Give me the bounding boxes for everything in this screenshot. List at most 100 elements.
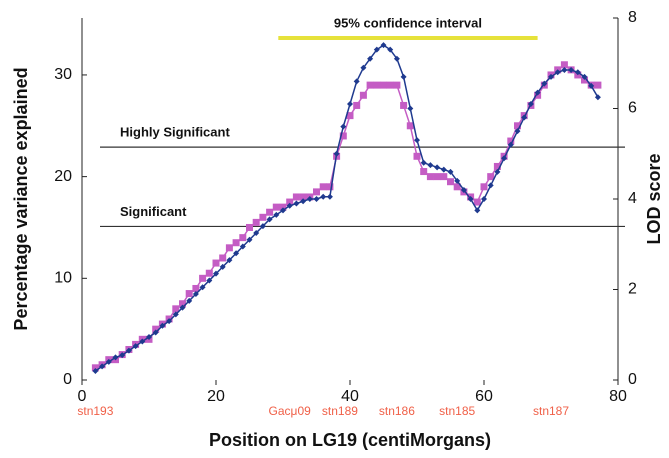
diamond-marker xyxy=(494,168,501,175)
square-marker xyxy=(319,183,327,191)
diamond-marker xyxy=(300,198,307,205)
square-marker xyxy=(299,193,307,201)
diamond-marker xyxy=(414,137,420,144)
diamond-marker xyxy=(527,100,534,107)
square-marker xyxy=(346,112,354,120)
diamond-marker xyxy=(460,186,467,193)
diamond-marker xyxy=(139,338,146,345)
diamond-marker xyxy=(280,207,286,214)
square-marker xyxy=(339,132,347,140)
diamond-marker xyxy=(380,42,387,49)
diamond-marker xyxy=(434,164,441,171)
diamond-marker xyxy=(199,284,206,291)
diamond-marker xyxy=(373,46,380,53)
square-marker xyxy=(359,91,367,99)
diamond-marker xyxy=(427,162,434,169)
diamond-marker xyxy=(534,89,541,96)
square-marker xyxy=(326,183,334,191)
diamond-marker xyxy=(367,55,374,62)
square-marker xyxy=(246,223,253,231)
threshold-label: Highly Significant xyxy=(120,125,230,140)
square-marker xyxy=(393,81,401,89)
square-marker xyxy=(185,290,193,298)
diamond-marker xyxy=(206,277,213,284)
diamond-marker xyxy=(320,193,327,200)
square-marker xyxy=(433,173,441,181)
diamond-marker xyxy=(514,128,521,135)
diamond-marker xyxy=(259,223,266,230)
diamond-marker xyxy=(407,105,414,112)
diamond-marker xyxy=(487,182,494,189)
diamond-marker xyxy=(420,159,427,166)
square-marker xyxy=(440,173,448,181)
marker-label: stn187 xyxy=(533,404,569,418)
square-marker xyxy=(487,173,495,181)
square-marker xyxy=(286,198,294,206)
diamond-marker xyxy=(501,155,508,162)
confidence-interval-label: 95% confidence interval xyxy=(334,15,482,30)
square-marker xyxy=(199,274,207,282)
diamond-marker xyxy=(340,123,347,130)
diamond-marker xyxy=(326,193,333,200)
x-tick-label: 40 xyxy=(341,388,359,405)
diamond-marker xyxy=(226,257,233,264)
diamond-marker xyxy=(253,229,260,236)
square-marker xyxy=(366,81,374,89)
square-marker xyxy=(406,122,414,130)
square-marker xyxy=(373,81,381,89)
diamond-marker xyxy=(581,73,588,80)
diamond-marker xyxy=(548,73,554,80)
square-marker xyxy=(420,168,428,176)
diamond-marker xyxy=(481,196,487,202)
diamond-marker xyxy=(454,177,461,184)
diamond-marker xyxy=(273,211,280,218)
diamond-marker xyxy=(400,73,407,80)
square-marker xyxy=(252,218,260,226)
diamond-marker xyxy=(132,343,139,350)
diamond-marker xyxy=(588,82,595,89)
diamond-marker xyxy=(507,141,514,148)
square-marker xyxy=(447,178,454,186)
square-marker xyxy=(91,364,99,372)
diamond-marker xyxy=(521,114,528,121)
square-marker xyxy=(426,173,434,181)
y2-tick-label: 6 xyxy=(628,100,637,117)
diamond-marker xyxy=(574,69,581,76)
square-marker xyxy=(493,162,501,170)
diamond-marker xyxy=(99,363,106,370)
square-marker xyxy=(292,193,300,201)
diamond-marker xyxy=(112,354,119,361)
x-tick-label: 80 xyxy=(609,388,627,405)
y-tick-label: 10 xyxy=(54,270,72,287)
diamond-marker xyxy=(146,334,152,341)
diamond-marker xyxy=(293,200,300,207)
diamond-marker xyxy=(213,270,219,277)
threshold-label: Significant xyxy=(120,204,187,219)
diamond-marker xyxy=(393,55,400,62)
diamond-marker xyxy=(125,347,132,354)
y2-axis-title: LOD score xyxy=(644,153,664,244)
diamond-marker xyxy=(92,367,99,374)
marker-label: stn193 xyxy=(77,404,113,418)
square-marker xyxy=(594,81,602,89)
diamond-marker xyxy=(333,150,340,157)
diamond-marker xyxy=(172,311,179,318)
diamond-marker xyxy=(159,322,166,329)
diamond-marker xyxy=(347,100,353,107)
y-tick-label: 20 xyxy=(54,168,72,185)
diamond-marker xyxy=(561,67,568,74)
x-tick-label: 0 xyxy=(78,388,87,405)
square-marker xyxy=(386,81,394,89)
x-tick-label: 60 xyxy=(475,388,493,405)
marker-label: Gacμ09 xyxy=(269,404,312,418)
square-marker xyxy=(219,254,227,262)
square-marker xyxy=(507,137,515,145)
y2-tick-label: 0 xyxy=(628,371,637,388)
diamond-marker xyxy=(192,291,199,298)
y2-tick-label: 8 xyxy=(628,9,637,26)
diamond-marker xyxy=(568,67,575,74)
diamond-marker xyxy=(239,243,246,250)
diamond-marker xyxy=(186,297,193,304)
square-marker xyxy=(225,244,233,252)
diamond-marker xyxy=(313,196,320,202)
